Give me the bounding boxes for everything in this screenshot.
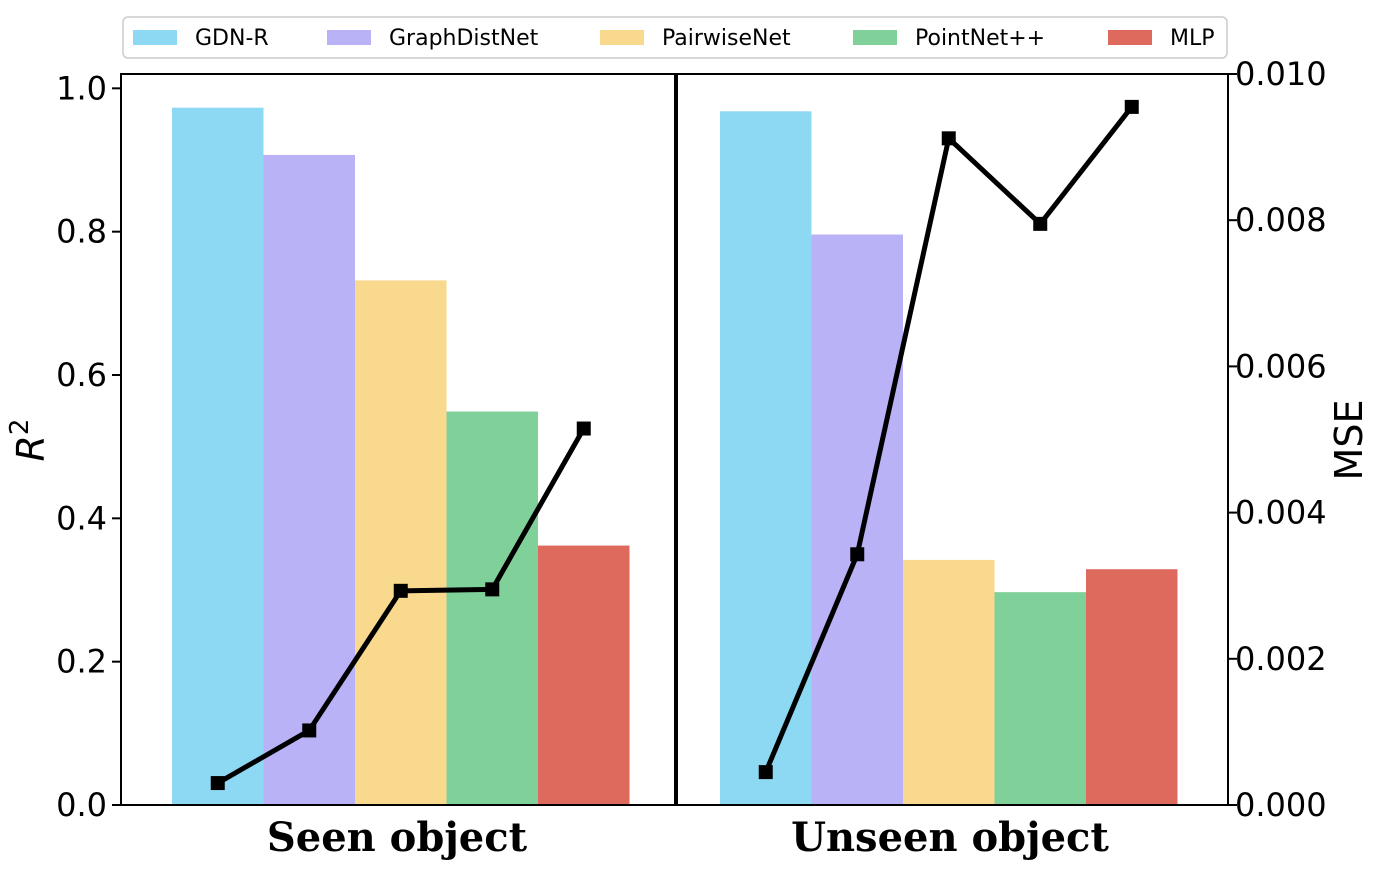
y-tick-label: 0.2 [56,643,107,681]
mse-marker-unseen-1 [850,547,865,562]
legend-box [122,16,1228,59]
x-category-label-seen: Seen object [267,814,528,861]
legend-label-graphdistnet: GraphDistNet [389,26,539,51]
mse-lines [210,99,1139,791]
legend-swatch-graphdistnet [327,30,371,45]
y2-tick-label: 0.006 [1235,347,1327,385]
y-axis-title-right: MSE [1327,400,1371,481]
y-tick-label: 0.0 [56,786,107,824]
bar-mlp-seen [538,545,630,805]
legend-swatch-pairwisenet [600,30,644,45]
y2-tick-label: 0.008 [1235,201,1327,239]
legend-swatch-pointnet- [853,30,897,45]
y-tick-label: 1.0 [56,69,107,107]
mse-marker-seen-3 [485,582,500,597]
y2-tick-label: 0.000 [1235,786,1327,824]
legend: GDN-R GraphDistNet PairwiseNet PointNet++ ML… [122,16,1228,59]
legend-swatch-mlp [1108,30,1152,45]
x-category-label-unseen: Unseen object [791,814,1109,861]
bar-gdn-r-seen [172,107,264,805]
y2-tick-label: 0.002 [1235,640,1327,678]
legend-swatch-gdn-r [133,30,177,45]
bars [172,107,1178,806]
legend-label-pairwisenet: PairwiseNet [662,26,791,51]
mse-marker-unseen-0 [758,765,773,780]
bar-pairwisenet-unseen [903,559,995,805]
y2-tick-label: 0.004 [1235,494,1327,532]
bar-pairwisenet-seen [355,280,447,805]
bar-mlp-unseen [1086,569,1178,805]
legend-label-gdn-r: GDN-R [195,26,269,51]
y2-tick-label: 0.010 [1235,55,1327,93]
legend-label-pointnet-: PointNet++ [915,26,1045,51]
bar-pointnet--unseen [994,592,1086,805]
y-axis-title-left: R2 [5,419,53,462]
bar-gdn-r-unseen [720,111,812,806]
legend-label-mlp: MLP [1170,26,1215,51]
mse-marker-seen-1 [302,723,317,738]
bar-pointnet--seen [446,411,538,805]
mse-marker-unseen-4 [1124,99,1139,114]
bar-graphdistnet-unseen [811,234,903,806]
mse-marker-unseen-2 [941,131,956,146]
bar-graphdistnet-seen [263,154,355,805]
axes: 0.0 0.2 0.4 0.6 0.8 1.0 0.000 0.002 0.004 0.006 0.… [56,55,1327,861]
mse-marker-seen-2 [393,583,408,598]
mse-marker-seen-0 [210,776,225,791]
y-tick-label: 0.4 [56,499,107,537]
mse-marker-seen-4 [576,421,591,436]
y-tick-label: 0.8 [56,213,107,251]
mse-marker-unseen-3 [1033,216,1048,231]
y-tick-label: 0.6 [56,356,107,394]
